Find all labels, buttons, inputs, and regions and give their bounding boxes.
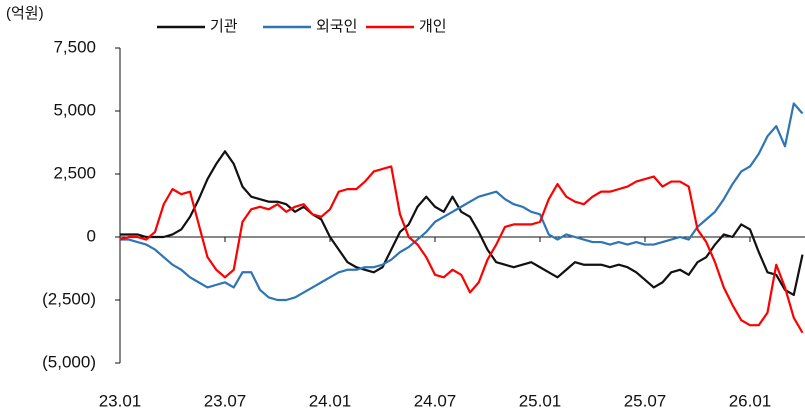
y-tick-label: 0	[87, 226, 96, 245]
y-unit-label: (억원)	[6, 5, 44, 22]
legend-label: 외국인	[316, 18, 357, 35]
x-tick-label: 23.01	[99, 391, 142, 410]
legend-label: 기관	[210, 18, 238, 35]
x-tick-label: 25.07	[624, 391, 667, 410]
y-tick-label: (5,000)	[42, 352, 96, 371]
x-tick-label: 26.01	[729, 391, 772, 410]
series-line	[119, 165, 804, 334]
x-tick-label: 25.01	[519, 391, 562, 410]
series-line	[120, 150, 804, 297]
y-tick-label: 2,500	[53, 163, 96, 182]
y-tick-label: 7,500	[53, 37, 96, 56]
legend-label: 개인	[419, 18, 447, 35]
series-line	[120, 102, 804, 302]
x-tick-label: 23.07	[204, 391, 247, 410]
y-tick-label: 5,000	[53, 100, 96, 119]
x-tick-label: 24.07	[414, 391, 457, 410]
x-tick-label: 24.01	[309, 391, 352, 410]
legend: 기관 외국인 개인	[157, 18, 447, 35]
y-tick-label: (2,500)	[42, 289, 96, 308]
